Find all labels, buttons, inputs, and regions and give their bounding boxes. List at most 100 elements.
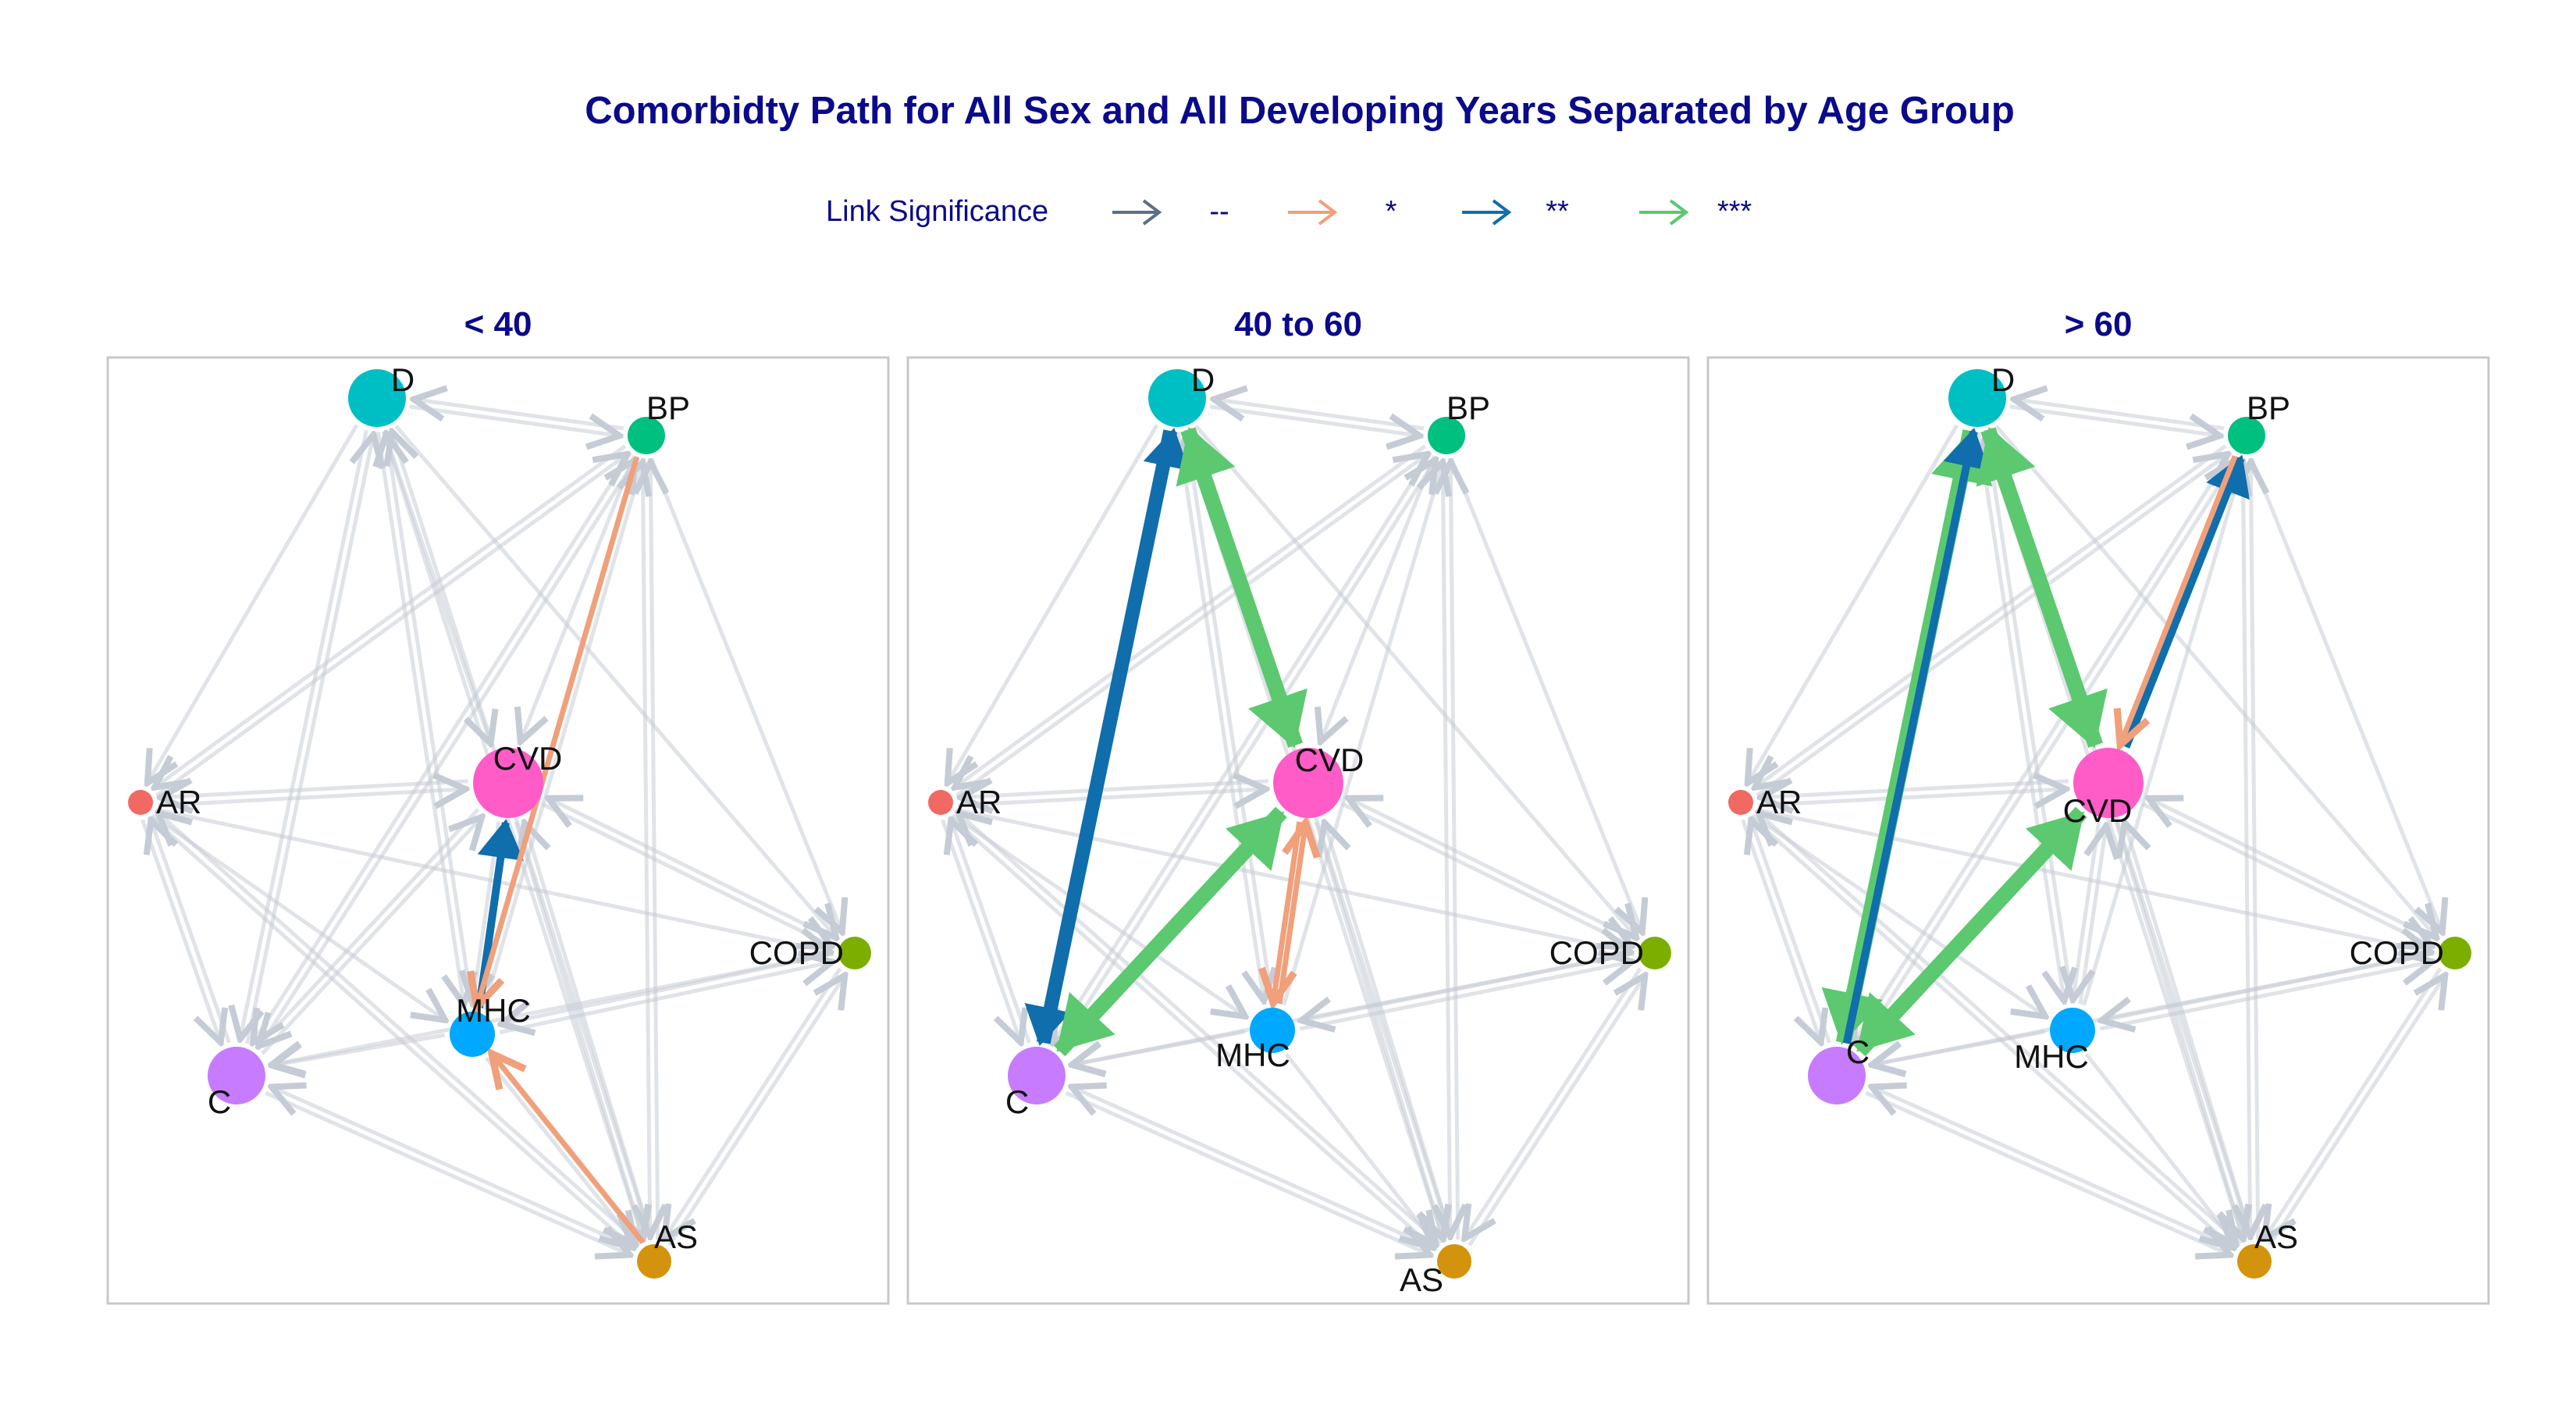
- link-p001-CVD-D: [1176, 427, 1304, 747]
- link-ns-BP-CVD: [521, 455, 636, 742]
- link-ns-MHC-AS: [2084, 1053, 2236, 1244]
- link-p01-CVD-BP: [2122, 454, 2250, 749]
- link-ns-AR-COPD: [1756, 807, 2430, 951]
- link-ns-AR-C: [141, 819, 221, 1042]
- link-ns-C-BP: [256, 460, 635, 1051]
- node-copd: COPD: [2350, 934, 2471, 971]
- link-ns-D-COPD: [1994, 425, 2436, 937]
- node-cvd: CVD: [1273, 742, 1364, 818]
- node-mhc: MHC: [2014, 1008, 2095, 1075]
- node-label: COPD: [1550, 934, 1644, 971]
- node-mhc: MHC: [1215, 1008, 1295, 1073]
- link-ns-C-AR: [951, 820, 1031, 1044]
- node-label: C: [1005, 1083, 1029, 1120]
- node-label: AR: [156, 784, 201, 820]
- link-ns-D-CVD: [382, 430, 490, 743]
- link-ns-COPD-MHC: [2101, 951, 2435, 1020]
- node-label: AR: [956, 784, 1002, 820]
- panel-frame: [106, 356, 890, 1305]
- node-as: AS: [1400, 1244, 1471, 1298]
- node-label: C: [1846, 1033, 1870, 1070]
- node-cvd: CVD: [2063, 748, 2144, 829]
- link-ns-D-MHC: [1176, 431, 1264, 1001]
- link-ns-C-CVD: [261, 817, 482, 1055]
- link-ns-CVD-COPD: [541, 802, 831, 946]
- link-ns-AS-CVD: [2125, 823, 2254, 1240]
- link-ns-AR-AS: [949, 815, 1433, 1247]
- node-label: BP: [646, 389, 690, 426]
- node-bp: BP: [628, 389, 690, 454]
- link-ns-MHC-BP: [482, 462, 643, 1010]
- link-ns-C-AS: [1865, 1090, 2229, 1255]
- node-d: D: [1948, 361, 2015, 427]
- link-ns-C-AS: [265, 1090, 629, 1255]
- node-label: COPD: [2350, 934, 2444, 971]
- link-p01-C-D: [1842, 428, 1990, 1044]
- link-p001-CVD-C: [1053, 806, 1285, 1055]
- link-ns-AR-C: [941, 819, 1021, 1042]
- link-ns-MHC-BP: [2082, 462, 2243, 1006]
- node-circle: [2237, 1244, 2272, 1279]
- legend-item-ns: --: [1112, 195, 1229, 228]
- node-circle: [1808, 1047, 1866, 1104]
- link-ns-AR-CVD: [158, 789, 465, 806]
- link-ns-BP-C: [1053, 452, 1432, 1043]
- link-p01-D-C: [1024, 429, 1172, 1046]
- legend: Link Significance -- * ** ***: [826, 195, 1752, 228]
- link-ns-MHC-AS: [1284, 1053, 1436, 1244]
- link-ns-MHC-COPD: [2099, 962, 2432, 1031]
- link-ns-D-MHC: [375, 431, 464, 1005]
- node-label: C: [208, 1083, 231, 1120]
- node-label: D: [391, 361, 415, 398]
- link-ns-CVD-COPD: [2141, 802, 2432, 946]
- node-bp: BP: [1428, 389, 1490, 454]
- link-ns-MHC-D: [1987, 434, 2075, 1004]
- link-ns-D-BP: [409, 404, 620, 436]
- legend-item-p05: *: [1288, 195, 1397, 228]
- node-copd: COPD: [749, 934, 871, 971]
- link-p05-CVD-MHC: [1273, 821, 1303, 1003]
- node-circle: [348, 369, 406, 427]
- link-p05-BP-CVD: [2120, 455, 2238, 745]
- link-ns-BP-COPD: [1450, 457, 1642, 932]
- node-circle: [1273, 748, 1343, 818]
- node-label: MHC: [1215, 1037, 1290, 1073]
- link-ns-MHC-CVD: [2078, 826, 2106, 1005]
- link-ns-COPD-MHC: [501, 951, 834, 1024]
- node-copd: COPD: [1550, 934, 1671, 971]
- link-ns-C-AS: [1065, 1090, 1429, 1255]
- link-ns-AS-COPD: [1468, 976, 1645, 1247]
- node-circle: [2228, 417, 2265, 454]
- node-ar: AR: [928, 784, 1002, 820]
- node-ar: AR: [1728, 784, 1802, 820]
- panel-frame: [906, 356, 1690, 1305]
- node-circle: [2439, 937, 2471, 969]
- legend-item-p01: **: [1462, 195, 1569, 228]
- figure-title: Comorbidty Path for All Sex and All Deve…: [585, 90, 2015, 132]
- legend-label: ***: [1717, 195, 1752, 228]
- link-p05-AS-MHC: [492, 1054, 646, 1244]
- legend-item-p001: ***: [1639, 195, 1752, 228]
- link-ns-MHC-COPD: [1299, 962, 1631, 1031]
- link-ns-CVD-C: [258, 808, 480, 1046]
- node-label: CVD: [2063, 792, 2133, 829]
- link-ns-BP-COPD: [649, 457, 842, 932]
- legend-title: Link Significance: [826, 195, 1048, 228]
- node-label: CVD: [1295, 742, 1364, 778]
- node-label: COPD: [749, 934, 844, 971]
- link-ns-COPD-MHC: [1301, 951, 1635, 1020]
- nodes: D BP AR CVD COPD MHC C AS: [928, 361, 1671, 1298]
- link-ns-D-C: [240, 429, 368, 1039]
- node-label: AS: [2254, 1218, 2298, 1255]
- node-as: AS: [637, 1218, 698, 1279]
- node-circle: [637, 1244, 671, 1279]
- link-ns-BP-D: [414, 400, 624, 431]
- panel-3: > 60 D BP AR CVD COPD MHC C AS: [1706, 305, 2490, 1305]
- link-ns-COPD-AS: [1464, 967, 1642, 1239]
- node-circle: [928, 790, 953, 815]
- node-circle: [2050, 1008, 2095, 1053]
- link-ns-CVD-AR: [961, 781, 1268, 798]
- link-ns-D-BP: [2009, 404, 2220, 436]
- node-circle: [628, 417, 665, 454]
- node-cvd: CVD: [473, 740, 562, 818]
